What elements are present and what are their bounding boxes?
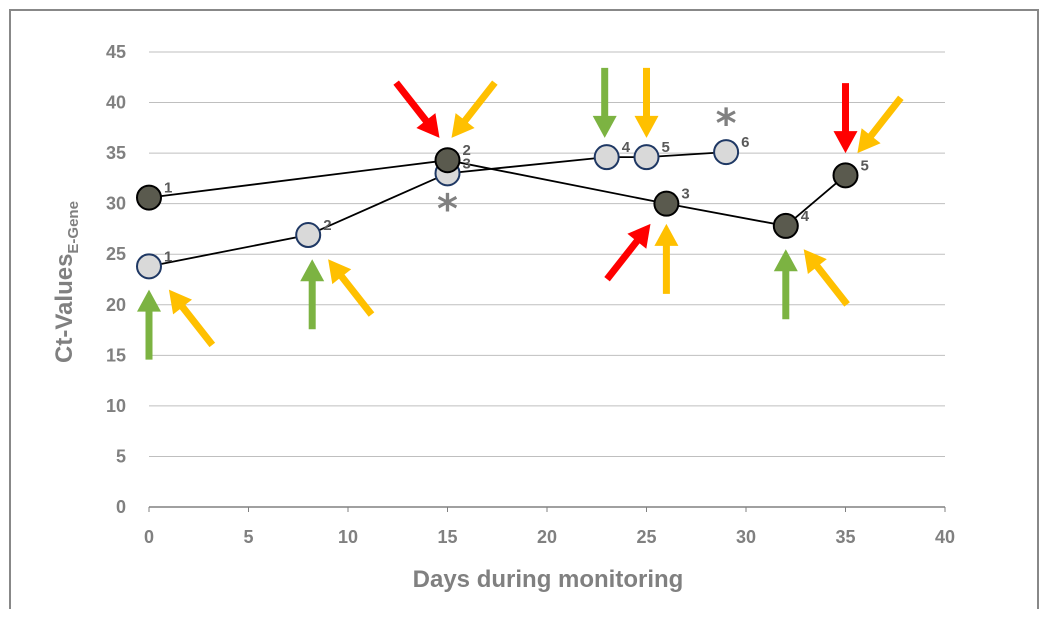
y-tick-label: 5 [116, 446, 126, 466]
y-axis-title-main: Ct-Values [51, 254, 78, 363]
y-tick-label: 35 [106, 143, 126, 163]
y-tick-label: 0 [116, 497, 126, 517]
point-label: 4 [801, 208, 810, 225]
asterisk-marks: ** [437, 101, 737, 233]
x-tick-label: 0 [144, 527, 154, 547]
point-label: 2 [463, 142, 471, 159]
annotation-arrow [857, 95, 904, 154]
data-point [434, 147, 461, 174]
annotation-arrow [773, 249, 798, 320]
y-tick-label: 15 [106, 345, 126, 365]
point-label: 3 [463, 155, 471, 172]
point-label: 1 [164, 180, 172, 197]
data-point [653, 190, 680, 217]
x-tick-label: 30 [736, 527, 756, 547]
y-tick-label: 45 [106, 42, 126, 62]
data-point [633, 144, 660, 171]
annotation-arrow [137, 289, 161, 360]
annotation-arrow [803, 249, 850, 307]
x-tick-label: 25 [636, 527, 656, 547]
series-lines [148, 151, 847, 268]
y-tick-label: 10 [106, 396, 126, 416]
series-line [148, 159, 847, 227]
series-points [136, 139, 859, 280]
point-label: 6 [741, 134, 749, 151]
asterisk-mark: * [437, 187, 458, 233]
annotation-arrow [833, 83, 858, 154]
annotation-arrow [451, 80, 498, 138]
x-tick-labels: 0 5 10 15 20 25 30 35 40 [144, 527, 955, 547]
x-tick-label: 35 [835, 527, 855, 547]
gridlines [148, 51, 946, 512]
x-axis-title: Days during monitoring [413, 566, 684, 593]
data-point [136, 253, 162, 280]
y-tick-label: 30 [106, 194, 126, 214]
y-axis-title-subscript: E-Gene [65, 201, 82, 254]
x-tick-label: 15 [437, 527, 457, 547]
data-point [832, 162, 859, 189]
annotation-arrow [592, 67, 617, 138]
x-tick-label: 5 [243, 527, 253, 547]
point-label: 4 [622, 139, 631, 156]
annotation-arrow [604, 223, 651, 282]
data-point [295, 222, 322, 249]
asterisk-mark: * [716, 101, 737, 147]
annotation-arrow [393, 80, 440, 138]
data-point [593, 144, 620, 171]
point-label: 2 [323, 217, 331, 234]
y-axis-title: Ct-ValuesE-Gene [51, 201, 82, 363]
x-tick-label: 20 [537, 527, 557, 547]
point-label: 3 [681, 186, 689, 203]
point-label: 5 [662, 139, 670, 156]
annotation-arrow [300, 259, 325, 330]
annotation-arrow [654, 223, 679, 294]
point-label: 5 [861, 157, 869, 174]
x-tick-label: 40 [935, 527, 955, 547]
x-tick-label: 10 [338, 527, 358, 547]
point-label: 1 [164, 248, 172, 265]
data-point [713, 139, 740, 166]
annotation-arrows [137, 67, 904, 360]
annotation-arrow [634, 67, 659, 138]
y-tick-label: 20 [106, 295, 126, 315]
data-point [772, 212, 799, 239]
annotation-arrow [328, 259, 375, 317]
series-line [148, 151, 727, 268]
y-tick-label: 25 [106, 244, 126, 264]
y-tick-label: 40 [106, 93, 126, 113]
annotation-arrow [168, 289, 216, 348]
y-tick-labels: 0 5 10 15 20 25 30 35 40 45 [106, 42, 126, 517]
data-point [136, 184, 162, 211]
chart-frame [9, 9, 1039, 609]
